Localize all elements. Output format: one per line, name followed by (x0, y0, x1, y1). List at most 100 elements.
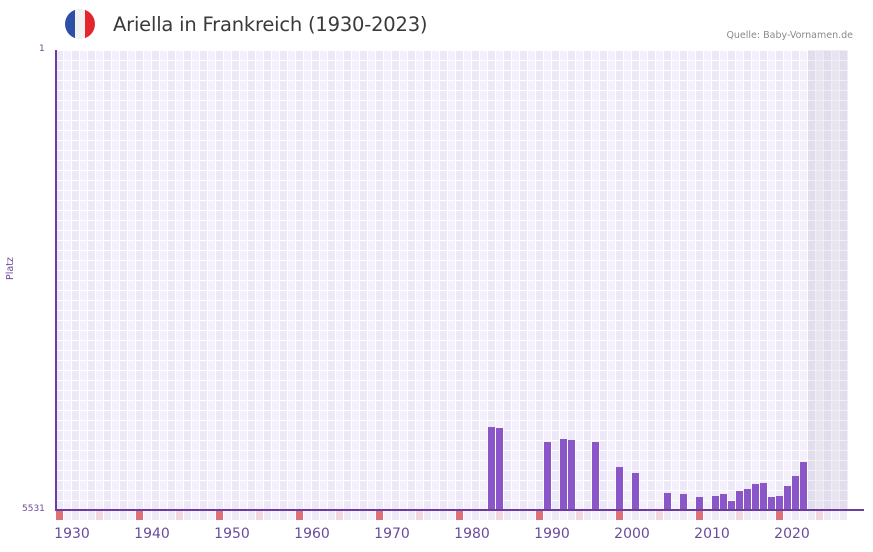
grid-column (328, 50, 336, 510)
decade-marker (776, 511, 783, 520)
grid-column (392, 50, 400, 510)
year-marker (72, 511, 79, 520)
year-marker (64, 511, 71, 520)
year-marker (280, 511, 287, 520)
bar-2014[interactable] (728, 501, 735, 510)
decade-marker (696, 511, 703, 520)
year-marker (256, 511, 263, 520)
year-marker (320, 511, 327, 520)
x-axis-label-2010: 2010 (694, 526, 730, 542)
year-marker (608, 511, 615, 520)
year-marker (232, 511, 239, 520)
grid-column (608, 50, 616, 510)
grid-column (744, 50, 752, 510)
year-marker (688, 511, 695, 520)
grid-column (384, 50, 392, 510)
bar-2019[interactable] (768, 496, 775, 510)
year-marker (416, 511, 423, 520)
grid-column (528, 50, 536, 510)
grid-column (640, 50, 648, 510)
grid-column (624, 50, 632, 510)
grid-column (128, 50, 136, 510)
year-marker (752, 511, 759, 520)
x-axis-label-2020: 2020 (774, 526, 810, 542)
grid-column (288, 50, 296, 510)
year-marker (784, 511, 791, 520)
bar-2016[interactable] (744, 488, 751, 510)
grid-column (240, 50, 248, 510)
grid-column (96, 50, 104, 510)
year-marker (168, 511, 175, 520)
grid-column (200, 50, 208, 510)
y-axis-line (55, 50, 57, 511)
year-marker (600, 511, 607, 520)
grid-column (832, 50, 840, 510)
grid-column (168, 50, 176, 510)
year-marker (648, 511, 655, 520)
bar-2018[interactable] (760, 482, 767, 510)
grid-column (424, 50, 432, 510)
year-marker (472, 511, 479, 520)
bar-1997[interactable] (592, 441, 599, 510)
bar-2008[interactable] (680, 493, 687, 510)
plot-area (56, 50, 864, 510)
grid-column (216, 50, 224, 510)
x-axis-label-1980: 1980 (454, 526, 490, 542)
decade-marker (136, 511, 143, 520)
bar-1994[interactable] (568, 439, 575, 510)
grid-column (504, 50, 512, 510)
year-marker (392, 511, 399, 520)
year-marker (680, 511, 687, 520)
grid-column (464, 50, 472, 510)
grid-column (296, 50, 304, 510)
x-axis-label-1950: 1950 (214, 526, 250, 542)
grid-column (512, 50, 520, 510)
bar-2006[interactable] (664, 492, 671, 510)
year-marker (192, 511, 199, 520)
year-marker (152, 511, 159, 520)
year-marker (400, 511, 407, 520)
bar-2015[interactable] (736, 490, 743, 510)
bar-1984[interactable] (488, 426, 495, 510)
grid-column (472, 50, 480, 510)
grid-column (248, 50, 256, 510)
year-marker (360, 511, 367, 520)
bar-2020[interactable] (776, 495, 783, 510)
year-marker (344, 511, 351, 520)
bar-2012[interactable] (712, 495, 719, 510)
bar-1991[interactable] (544, 441, 551, 510)
year-marker (112, 511, 119, 520)
bar-2022[interactable] (792, 475, 799, 510)
year-marker (712, 511, 719, 520)
year-marker (496, 511, 503, 520)
year-marker (200, 511, 207, 520)
grid-column (576, 50, 584, 510)
grid-column (208, 50, 216, 510)
bar-1993[interactable] (560, 438, 567, 510)
grid-column (736, 50, 744, 510)
year-marker (488, 511, 495, 520)
year-marker (440, 511, 447, 520)
bar-2023[interactable] (800, 462, 807, 510)
bar-2021[interactable] (784, 485, 791, 510)
year-marker (464, 511, 471, 520)
bar-2010[interactable] (696, 496, 703, 510)
bar-1985[interactable] (496, 427, 503, 510)
decade-marker (216, 511, 223, 520)
bar-2017[interactable] (752, 483, 759, 510)
grid-column (192, 50, 200, 510)
year-marker (632, 511, 639, 520)
bar-2000[interactable] (616, 467, 623, 510)
year-marker (96, 511, 103, 520)
grid-column (312, 50, 320, 510)
decade-marker (616, 511, 623, 520)
bar-2013[interactable] (720, 493, 727, 510)
year-marker (520, 511, 527, 520)
grid-column (792, 50, 800, 510)
year-marker (384, 511, 391, 520)
grid-column (352, 50, 360, 510)
year-marker (184, 511, 191, 520)
bar-2002[interactable] (632, 472, 639, 510)
grid-column (112, 50, 120, 510)
year-marker (432, 511, 439, 520)
